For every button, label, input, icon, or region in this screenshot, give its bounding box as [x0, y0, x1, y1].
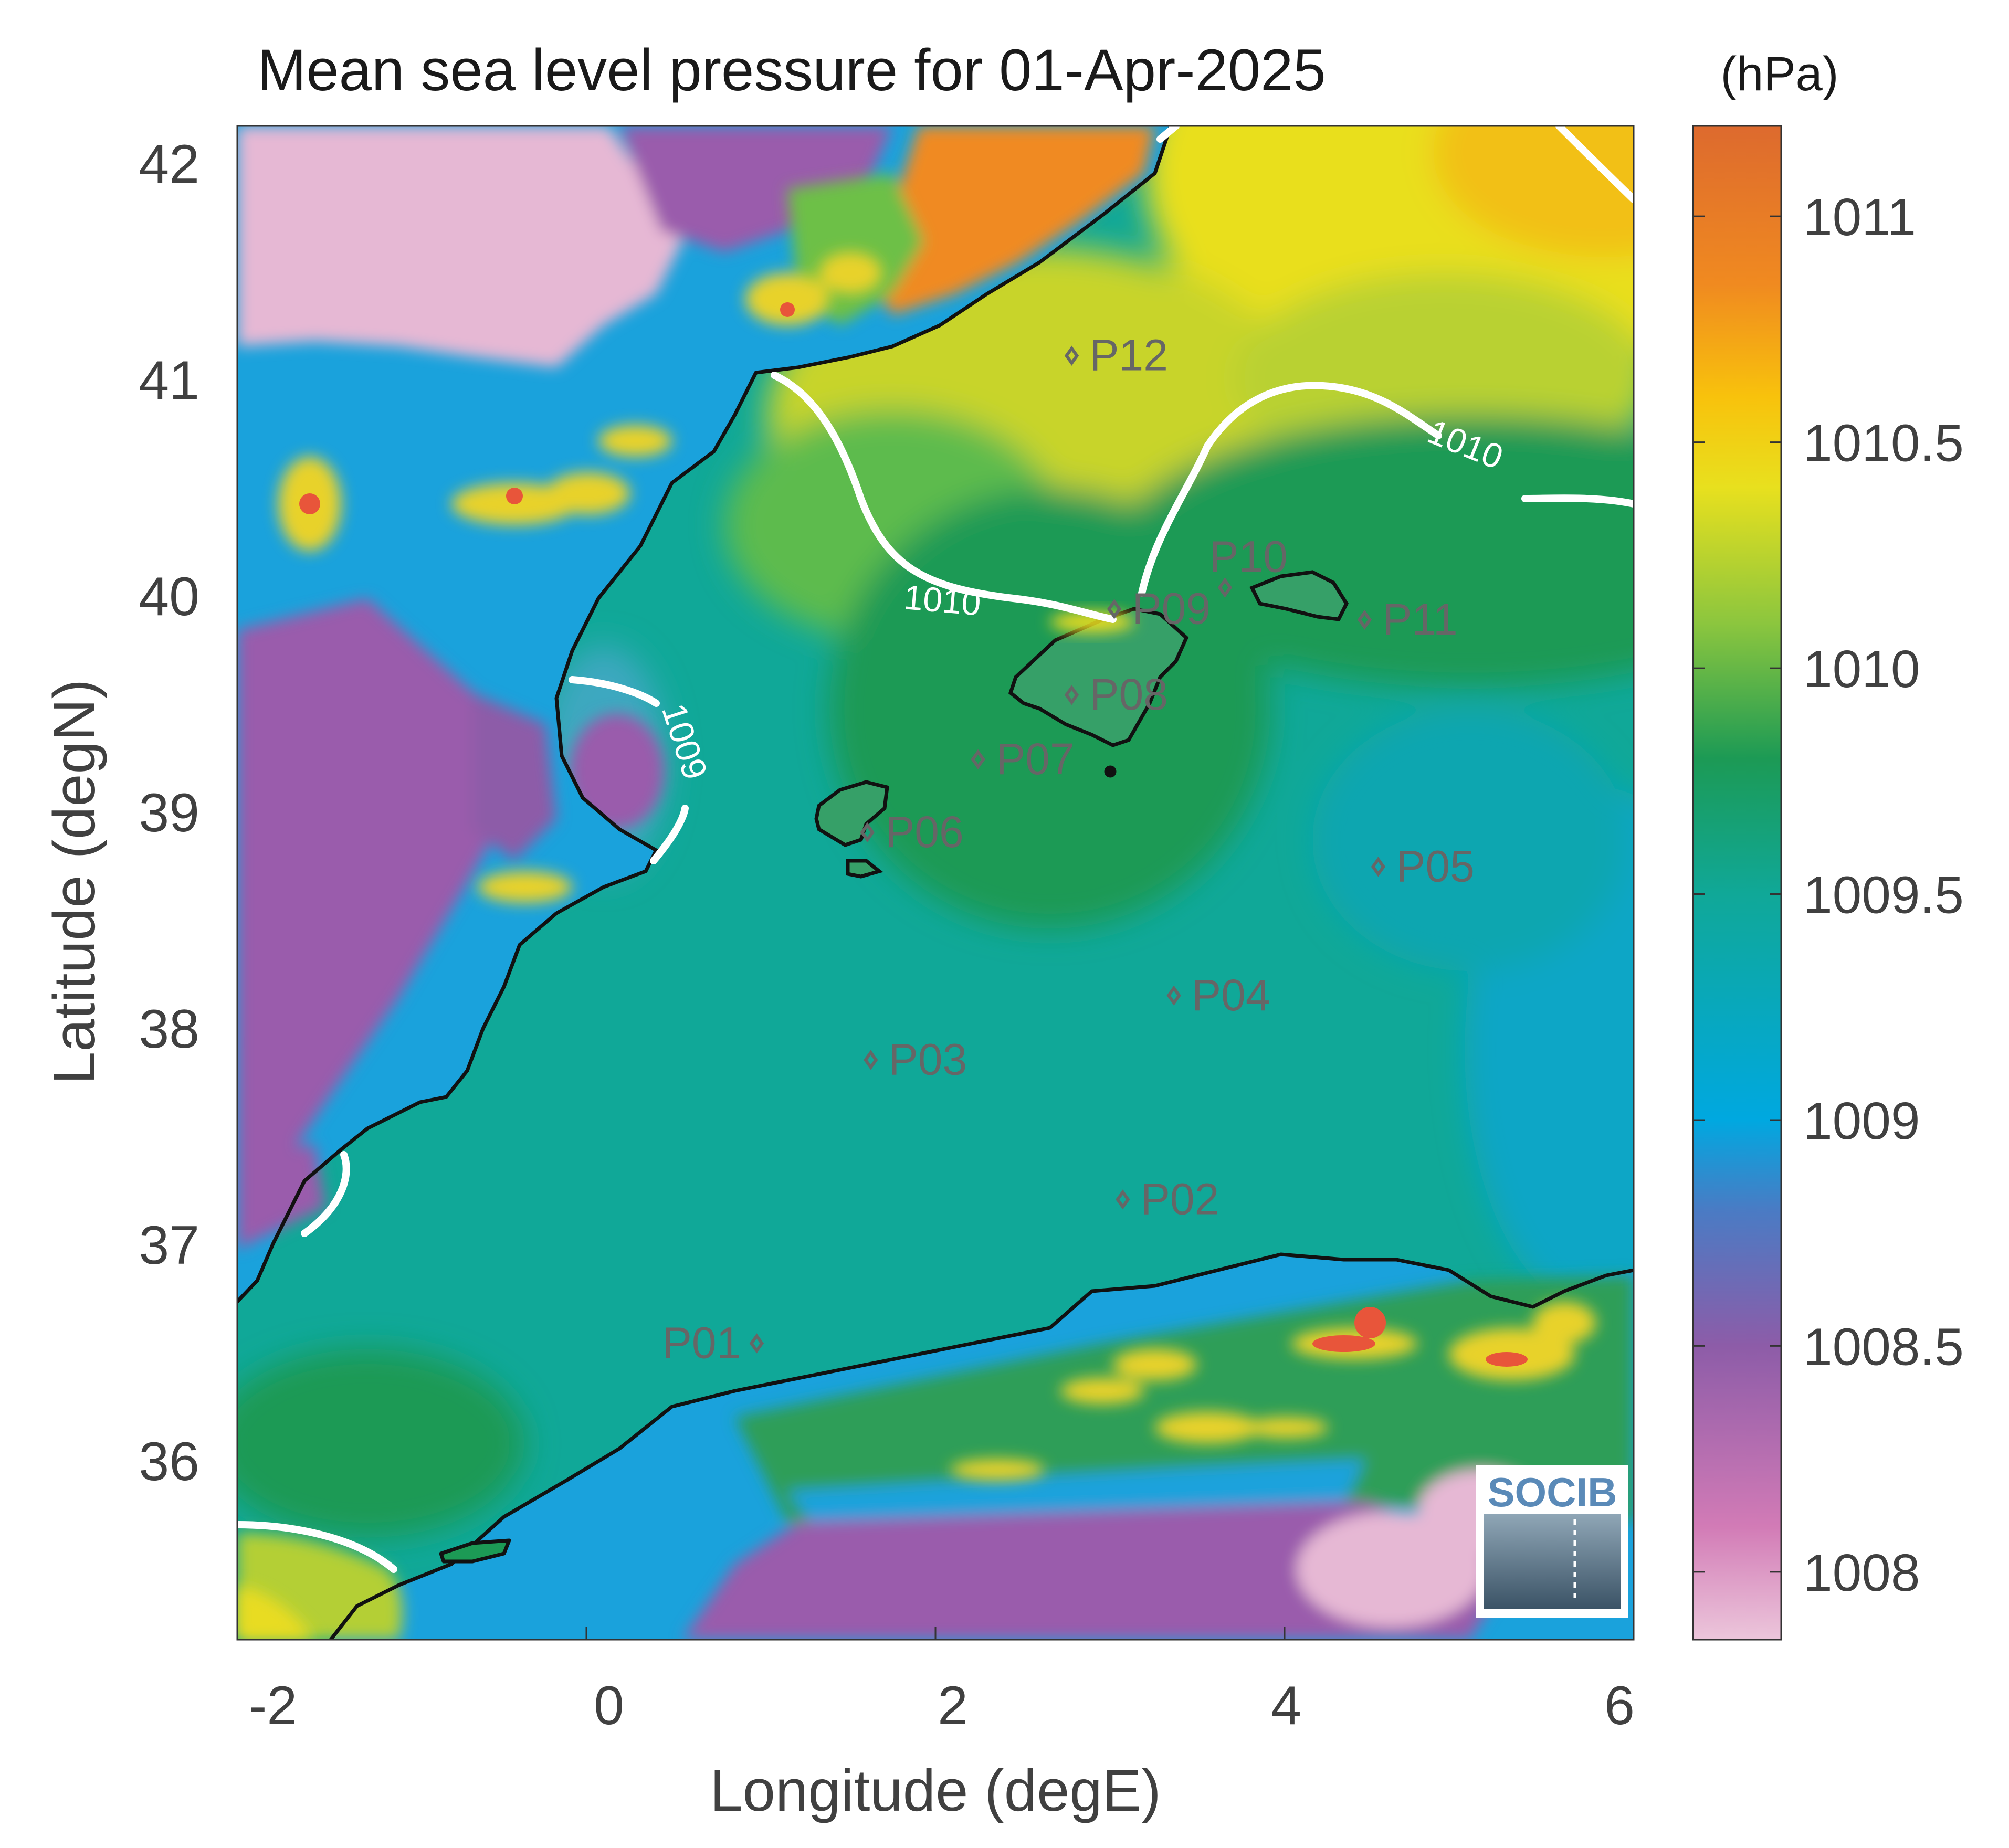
- colorbar: 1011 1010.5 1010 1009.5 1009 1008.5 1008: [1692, 125, 1964, 1641]
- sea-pressure-field: [237, 126, 1634, 1538]
- station-label: P09: [1132, 584, 1211, 633]
- colorbar-tick-label: 1008: [1803, 1544, 1920, 1602]
- isobar-1010-north: [771, 372, 1117, 623]
- alboran-island: [439, 1538, 511, 1564]
- y-tick-label: 38: [139, 999, 199, 1060]
- mallorca: [1008, 607, 1189, 747]
- x-axis: -2 0 2 4 6: [236, 1627, 1635, 1736]
- station-marker: [1116, 1189, 1130, 1210]
- north-africa-land: [331, 1254, 1634, 1640]
- station-point: P06: [860, 807, 964, 857]
- station-label: P01: [662, 1318, 741, 1367]
- x-axis-label: Longitude (degE): [710, 1758, 1161, 1823]
- y-tick-label: 37: [139, 1215, 199, 1276]
- colorbar-tick-label: 1008.5: [1803, 1317, 1964, 1376]
- colorbar-tick-label: 1010.5: [1803, 414, 1964, 473]
- station-point: P10: [1209, 532, 1288, 598]
- station-label: P10: [1209, 532, 1287, 582]
- socib-logo-text: SOCIB: [1487, 1469, 1617, 1515]
- map-plot-area: 1010 1010 1009 P01P02P03P04P05P06P07P08P…: [237, 126, 1634, 1640]
- station-point: P04: [1166, 970, 1270, 1020]
- colorbar-tick-label: 1011: [1803, 188, 1916, 247]
- station-point: P08: [1064, 670, 1168, 719]
- station-label: P07: [996, 734, 1074, 784]
- station-marker: [864, 1050, 878, 1070]
- station-marker: [1371, 857, 1386, 877]
- isobars: [237, 126, 1634, 1573]
- station-marker: [1166, 985, 1181, 1006]
- station-point: P01: [662, 1318, 764, 1367]
- station-point: P05: [1371, 841, 1475, 891]
- y-tick-label: 42: [139, 134, 199, 195]
- station-label: P03: [889, 1034, 967, 1084]
- colorbar-ticks: 1011 1010.5 1010 1009.5 1009 1008.5 1008: [1693, 188, 1964, 1602]
- africa-coast: [329, 1252, 1634, 1640]
- station-point: P07: [971, 734, 1075, 784]
- station-marker: [971, 749, 985, 769]
- y-tick-label: 40: [139, 566, 199, 627]
- station-point: P12: [1064, 331, 1168, 380]
- colorbar-unit-label: (hPa): [1721, 47, 1839, 101]
- map-title: Mean sea level pressure for 01-Apr-2025: [257, 37, 1326, 103]
- x-tick-label: 4: [1271, 1675, 1301, 1736]
- x-tick-label: -2: [249, 1675, 297, 1736]
- station-label: P04: [1192, 970, 1270, 1020]
- y-axis-label: Latitude (degN): [41, 679, 107, 1084]
- station-label: P02: [1141, 1174, 1219, 1223]
- station-label: P05: [1396, 841, 1474, 891]
- station-point: P11: [1357, 595, 1458, 644]
- station-marker: [1064, 345, 1079, 366]
- station-marker: [1107, 599, 1122, 619]
- station-marker: [1217, 577, 1233, 598]
- colorbar-tick-label: 1009: [1803, 1092, 1920, 1150]
- station-point: P03: [864, 1034, 967, 1084]
- iberia-coast: [237, 126, 1173, 1303]
- y-axis: 42 41 40 39 38 37 36: [139, 134, 199, 1492]
- isobar-1009-valencia: [569, 676, 660, 707]
- formentera: [846, 859, 883, 879]
- isobar-label-1010-left: 1010: [902, 577, 983, 623]
- y-tick-label: 36: [139, 1431, 199, 1492]
- isobar-1009-southwest: [301, 1151, 350, 1237]
- station-label: P08: [1090, 670, 1168, 719]
- colorbar-bar: [1692, 125, 1782, 1641]
- station-label: P06: [885, 807, 963, 857]
- coastlines: [237, 126, 1634, 1640]
- menorca: [1249, 570, 1349, 621]
- station-label: P12: [1090, 331, 1168, 380]
- iberia-land: [237, 126, 1171, 1302]
- socib-logo: SOCIB: [1476, 1465, 1628, 1618]
- station-label: P11: [1382, 595, 1457, 644]
- station-point: P09: [1107, 584, 1211, 633]
- station-marker: [749, 1333, 764, 1354]
- x-tick-label: 6: [1604, 1675, 1635, 1736]
- low-pressure-cell: [570, 714, 664, 829]
- isobar-1010-northeast: [1555, 126, 1634, 203]
- isobar-sw-corner: [237, 1521, 397, 1573]
- colorbar-tick-label: 1009.5: [1803, 866, 1964, 925]
- station-marker: [1064, 684, 1079, 705]
- station-point: P02: [1116, 1174, 1219, 1223]
- x-tick-label: 2: [938, 1675, 968, 1736]
- station-marker: [860, 822, 875, 843]
- station-marker: [1357, 609, 1372, 630]
- y-tick-label: 39: [139, 783, 199, 843]
- balearic-islands: [814, 570, 1349, 879]
- x-tick-label: 0: [594, 1675, 624, 1736]
- colorbar-tick-label: 1010: [1803, 640, 1920, 699]
- atlas-hotspots: [950, 1302, 1596, 1480]
- y-tick-label: 41: [139, 350, 199, 411]
